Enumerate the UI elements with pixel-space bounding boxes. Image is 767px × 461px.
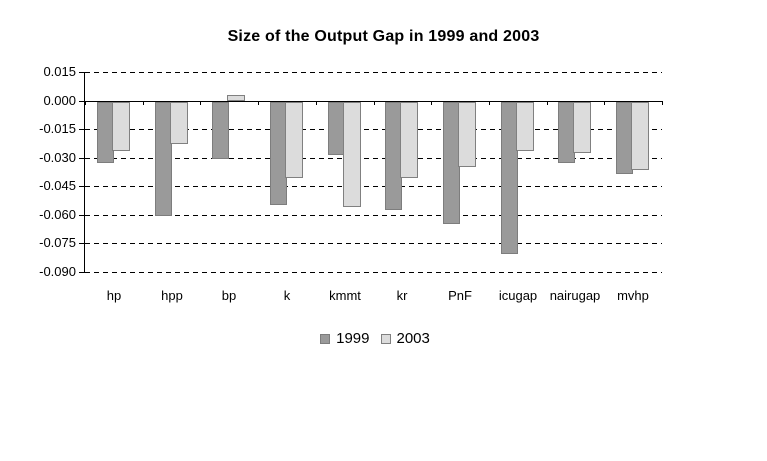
y-tick-label: -0.030 [39,150,76,165]
y-tick-label: 0.015 [43,64,76,79]
category-label-bp: bp [221,288,237,303]
value-axis-tick [79,72,84,73]
gridline [85,186,662,187]
y-tick-label: 0.000 [43,93,76,108]
value-axis-tick [79,158,84,159]
category-axis-tick [374,101,375,105]
legend-swatch-1999 [320,333,331,344]
bar-1999-bp [212,102,229,159]
legend-label-2003: 2003 [396,330,430,347]
category-label-nairugap: nairugap [549,288,601,303]
gridline [85,243,662,244]
category-label-k: k [283,288,291,303]
y-tick-label: -0.075 [39,235,76,250]
bar-2003-hp [112,102,130,151]
category-label-icugap: icugap [498,288,538,303]
legend: 1999 2003 [0,330,750,347]
gridline [85,158,662,159]
category-axis-tick [662,101,663,105]
gridline [85,72,662,73]
value-axis-tick [79,129,84,130]
category-axis-tick [143,101,144,105]
bar-1999-icugap [501,102,518,254]
y-tick-label: -0.060 [39,207,76,222]
category-axis-tick [316,101,317,105]
category-axis-tick [200,101,201,105]
gridline [85,129,662,130]
value-axis-tick [79,243,84,244]
category-label-hp: hp [106,288,122,303]
y-tick-label: -0.045 [39,178,76,193]
gridline [85,272,662,273]
y-tick-label: -0.015 [39,121,76,136]
bar-1999-hpp [155,102,172,216]
value-axis-tick [79,186,84,187]
legend-item-2003: 2003 [380,330,430,347]
bar-2003-kr [400,102,418,178]
value-axis-tick [79,215,84,216]
legend-swatch-2003 [380,333,391,344]
bar-2003-PnF [458,102,476,167]
category-label-hpp: hpp [161,288,183,303]
category-axis-tick [489,101,490,105]
category-axis-tick [431,101,432,105]
chart-title: Size of the Output Gap in 1999 and 2003 [227,28,540,45]
bar-2003-k [285,102,303,178]
value-axis-tick [79,272,84,273]
category-label-mvhp: mvhp [617,288,649,303]
bar-2003-mvhp [631,102,649,170]
value-axis-tick [79,101,84,102]
legend-item-1999: 1999 [320,330,370,347]
zero-gridline [85,101,662,102]
category-axis-tick [85,101,86,105]
gridline [85,215,662,216]
bar-2003-nairugap [573,102,591,153]
category-label-PnF: PnF [448,288,472,303]
y-tick-label: -0.090 [39,264,76,279]
category-axis-tick [604,101,605,105]
legend-label-1999: 1999 [336,330,370,347]
bar-2003-icugap [516,102,534,151]
bar-2003-bp [227,95,245,101]
category-label-kr: kr [396,288,408,303]
category-label-kmmt: kmmt [329,288,361,303]
category-axis-tick [258,101,259,105]
bar-2003-kmmt [343,102,361,207]
bar-2003-hpp [170,102,188,144]
value-axis [84,72,85,273]
category-axis-tick [547,101,548,105]
